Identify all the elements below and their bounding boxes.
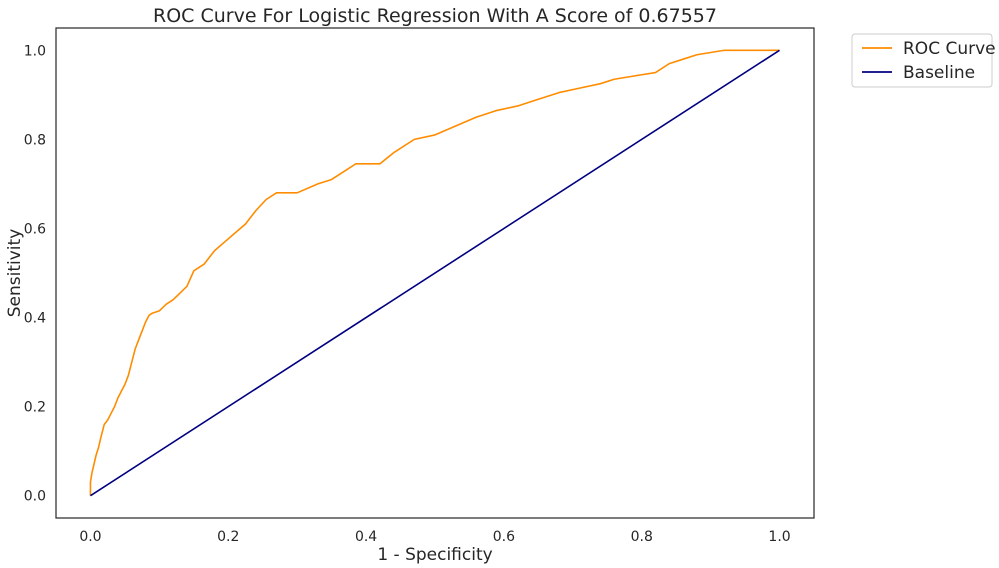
y-tick-label: 1.0	[24, 43, 46, 59]
legend-baseline-label: Baseline	[903, 63, 975, 83]
y-tick-label: 0.6	[24, 221, 46, 237]
series-line-roc-curve	[89, 49, 780, 496]
series-line-baseline	[90, 49, 780, 497]
legend: ROC Curve Baseline	[851, 33, 996, 88]
x-tick-label: 1.0	[768, 529, 790, 545]
chart-title: ROC Curve For Logistic Regression With A…	[153, 5, 717, 27]
y-tick-label: 0.0	[24, 489, 46, 505]
x-tick-label: 0.8	[631, 529, 653, 545]
series-layer	[89, 49, 780, 497]
y-tick-label: 0.8	[24, 132, 46, 148]
y-tick-label: 0.4	[24, 311, 46, 327]
x-tick-label: 0.0	[79, 529, 101, 545]
x-tick-label: 0.2	[217, 529, 239, 545]
x-axis-label: 1 - Specificity	[377, 545, 492, 565]
y-tick-label: 0.2	[24, 400, 46, 416]
legend-roc-label: ROC Curve	[903, 39, 996, 59]
tick-layer: 0.0 0.2 0.4 0.6 0.8 1.0 0.0 0.2 0.4 0.6 0.8 1.0	[24, 43, 791, 545]
x-tick-label: 0.4	[355, 529, 377, 545]
y-axis-label: Sensitivity	[5, 229, 25, 318]
x-tick-label: 0.6	[493, 529, 515, 545]
